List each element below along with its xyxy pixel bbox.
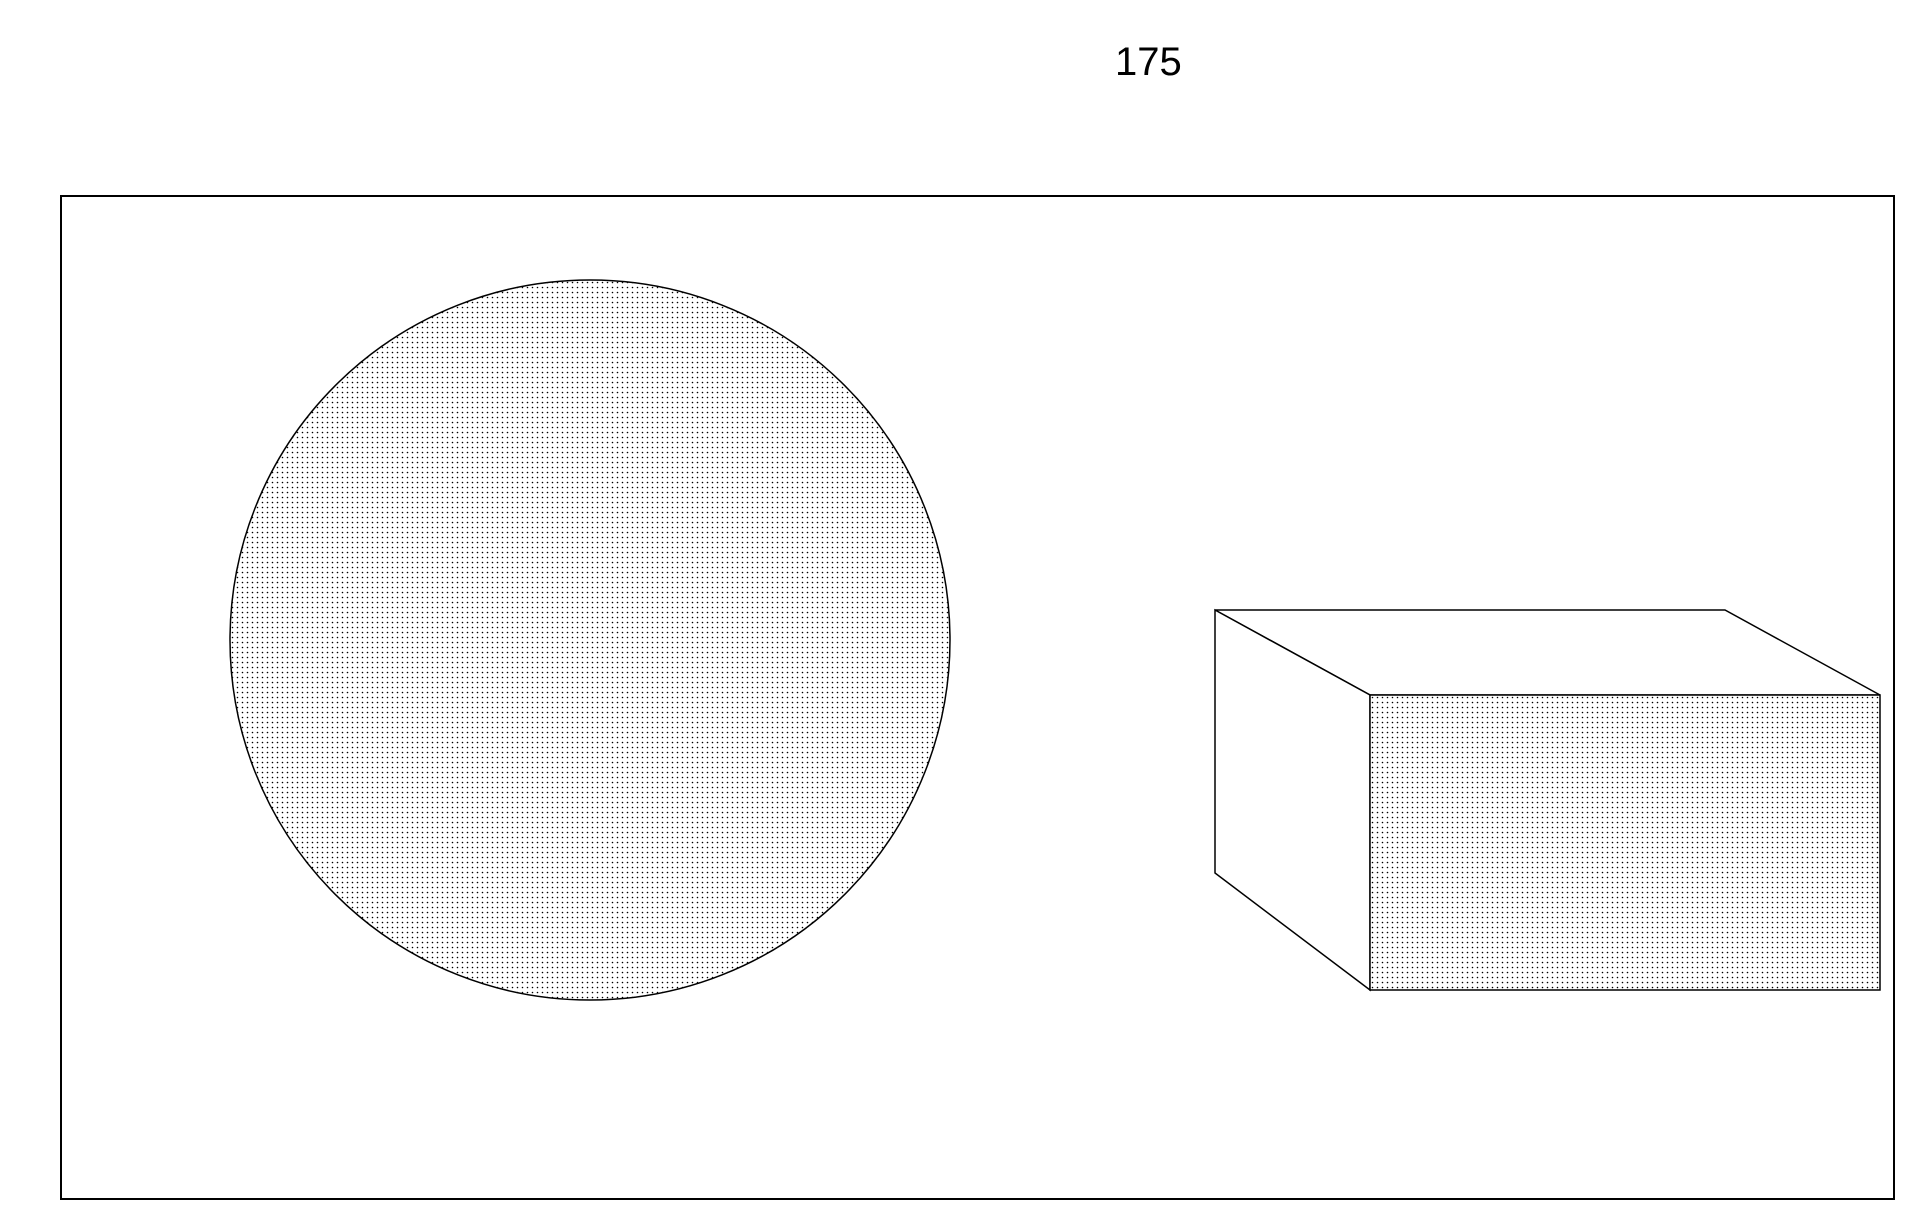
shapes-svg	[0, 0, 1925, 1213]
circle-shape	[230, 280, 950, 1000]
cuboid-front-face	[1370, 695, 1880, 990]
